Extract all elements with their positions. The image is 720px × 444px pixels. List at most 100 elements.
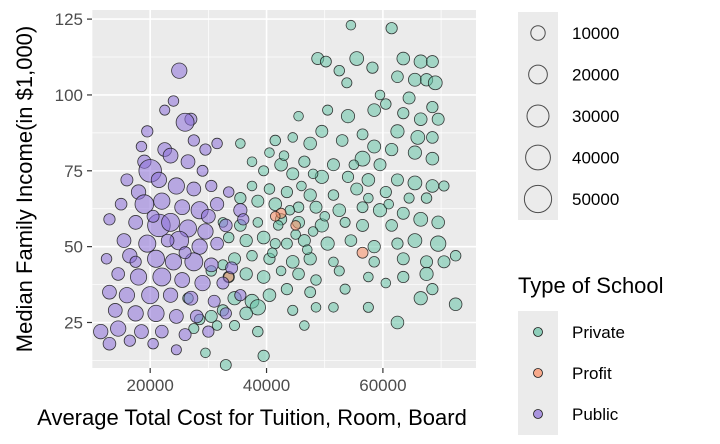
point-private <box>310 302 322 313</box>
point-private <box>410 130 426 145</box>
point-private <box>425 179 440 193</box>
point-private <box>290 229 301 240</box>
point-private <box>256 230 271 245</box>
point-private <box>262 288 277 302</box>
color-legend-title: Type of School <box>518 273 664 298</box>
point-private <box>383 198 394 210</box>
point-public <box>129 268 148 286</box>
point-private <box>258 165 270 177</box>
point-public <box>162 287 179 303</box>
point-private <box>408 72 422 87</box>
point-private <box>396 51 411 66</box>
y-tick-label: 125 <box>55 10 83 29</box>
point-private <box>267 247 278 258</box>
point-private <box>286 167 300 181</box>
point-public <box>180 154 196 170</box>
point-public <box>196 164 209 177</box>
point-private <box>413 212 429 227</box>
point-public <box>189 309 204 324</box>
point-public <box>178 246 192 260</box>
point-private <box>246 180 258 192</box>
point-public <box>223 186 235 198</box>
point-private <box>363 192 374 204</box>
y-tick-label: 100 <box>55 86 83 105</box>
point-public <box>152 267 172 287</box>
point-private <box>419 266 434 282</box>
point-private <box>380 277 392 289</box>
point-private <box>362 301 374 313</box>
point-private <box>348 159 360 170</box>
point-public <box>135 140 148 153</box>
point-public <box>219 218 233 233</box>
point-public <box>211 137 223 150</box>
point-public <box>147 338 159 350</box>
point-private <box>319 211 330 222</box>
point-public <box>207 294 221 308</box>
point-private <box>327 189 340 201</box>
point-public <box>138 234 157 253</box>
point-private <box>264 147 275 158</box>
point-private <box>437 255 451 269</box>
point-public <box>123 334 136 347</box>
size-legend-label: 40000 <box>572 149 619 168</box>
point-public <box>167 95 180 107</box>
point-private <box>188 323 200 335</box>
point-public <box>160 233 175 248</box>
point-private <box>333 265 345 277</box>
point-public <box>170 344 182 356</box>
point-private <box>211 320 223 331</box>
point-profit <box>270 211 281 222</box>
color-legend-label: Public <box>572 405 619 424</box>
point-public <box>187 134 200 147</box>
point-public <box>153 192 171 210</box>
point-public <box>199 143 212 156</box>
point-private <box>246 250 258 262</box>
point-private <box>219 359 232 371</box>
point-public <box>150 171 168 188</box>
point-private <box>427 75 443 91</box>
y-tick-label: 75 <box>64 162 83 181</box>
color-legend-key <box>533 368 543 378</box>
point-private <box>235 138 246 149</box>
x-tick-label: 40000 <box>243 376 290 395</box>
point-public <box>120 173 134 187</box>
point-public <box>147 249 165 268</box>
point-public <box>161 212 180 232</box>
size-legend-key <box>525 144 551 171</box>
point-public <box>102 336 117 351</box>
point-private <box>448 297 463 312</box>
point-private <box>396 252 410 266</box>
point-private <box>307 226 319 237</box>
point-private <box>249 299 266 316</box>
size-legend-key <box>526 104 550 128</box>
point-public <box>194 274 211 292</box>
point-profit <box>356 246 369 259</box>
point-public <box>134 324 149 339</box>
point-public <box>146 209 160 223</box>
point-private <box>229 320 241 332</box>
point-private <box>341 170 355 183</box>
point-private <box>425 55 439 69</box>
point-private <box>407 175 423 191</box>
point-public <box>100 253 113 265</box>
point-private <box>298 155 311 168</box>
size-legend-key <box>523 184 553 214</box>
point-public <box>191 238 208 255</box>
point-public <box>93 323 109 340</box>
point-public <box>210 197 225 212</box>
point-private <box>367 240 381 254</box>
point-public <box>174 199 191 216</box>
point-private <box>339 216 351 228</box>
point-private <box>239 233 253 248</box>
point-private <box>275 265 287 277</box>
point-public <box>174 272 191 288</box>
point-public <box>219 307 232 320</box>
point-private <box>200 347 211 359</box>
point-private <box>379 185 392 199</box>
y-tick-label: 25 <box>64 313 83 332</box>
point-private <box>361 173 376 187</box>
point-private <box>256 270 271 284</box>
point-private <box>413 54 428 69</box>
point-private <box>278 150 290 161</box>
point-public <box>175 112 195 132</box>
